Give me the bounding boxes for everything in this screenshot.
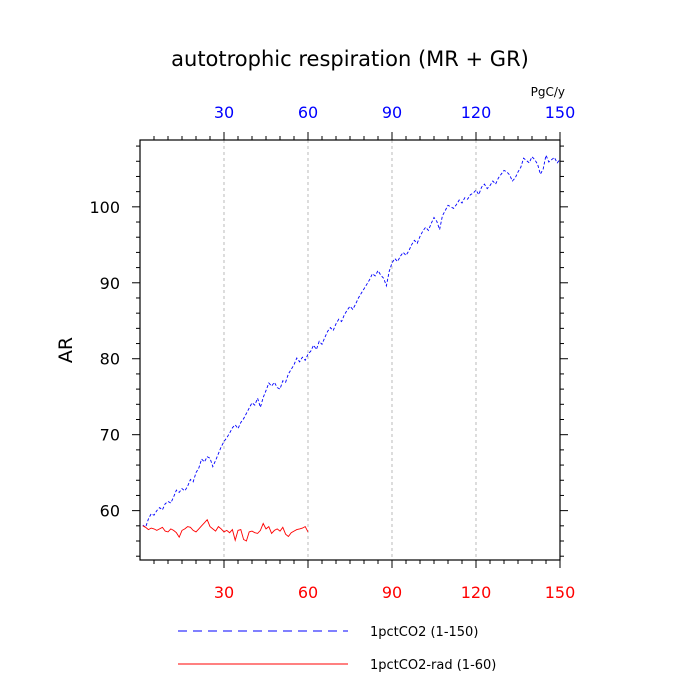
grid-lines: [223, 140, 477, 560]
x-tick-label-bottom: 60: [298, 583, 318, 602]
y-tick-label: 80: [100, 350, 120, 369]
chart-title: autotrophic respiration (MR + GR): [171, 47, 529, 71]
series-line: [142, 153, 561, 529]
y-tick-label: 100: [89, 198, 120, 217]
x-tick-label-bottom: 150: [545, 583, 576, 602]
x-tick-label-top: 60: [298, 103, 318, 122]
series-line: [142, 518, 309, 543]
units-label: PgC/y: [531, 85, 565, 99]
legend-label: 1pctCO2-rad (1-60): [370, 658, 496, 673]
x-tick-label-bottom: 120: [461, 583, 492, 602]
legend-label: 1pctCO2 (1-150): [370, 625, 478, 640]
y-axis-label: AR: [55, 337, 77, 363]
x-tick-label-bottom: 90: [382, 583, 402, 602]
plot-series: [142, 153, 561, 543]
plot-frame: [139, 139, 561, 561]
y-tick-label: 90: [100, 274, 120, 293]
x-tick-label-top: 30: [214, 103, 234, 122]
y-tick-label: 70: [100, 426, 120, 445]
axis-tick-labels: 30 30 60 60 90 90 120 120 150 150 60 70 80 90 100: [89, 103, 575, 602]
y-tick-label: 60: [100, 502, 120, 521]
x-tick-label-top: 90: [382, 103, 402, 122]
legend: 1pctCO2 (1-150) 1pctCO2-rad (1-60): [178, 625, 496, 673]
axis-ticks: [132, 132, 568, 568]
x-tick-label-top: 120: [461, 103, 492, 122]
x-tick-label-bottom: 30: [214, 583, 234, 602]
x-tick-label-top: 150: [545, 103, 576, 122]
